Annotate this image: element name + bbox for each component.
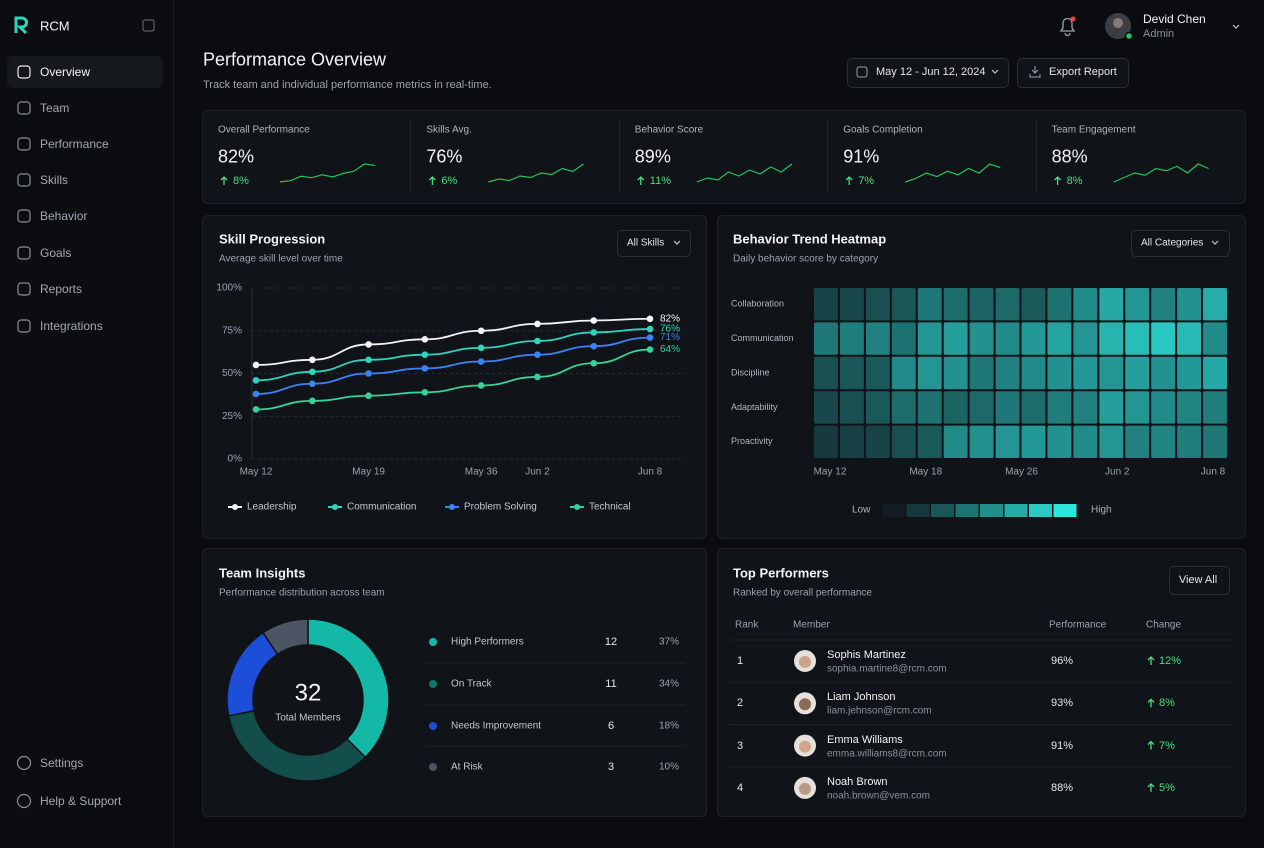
kpi-label: Skills Avg.	[426, 124, 472, 136]
segment-percent: 10%	[658, 761, 679, 773]
view-all-button[interactable]	[1169, 566, 1230, 595]
rank: 2	[737, 697, 744, 710]
avatar-head	[1113, 18, 1123, 28]
user-role: Admin	[1143, 28, 1175, 40]
kpi-label: Overall Performance	[218, 124, 310, 136]
segment-count: 12	[604, 636, 618, 648]
page-title: Performance Overview	[203, 49, 387, 70]
kpi-label: Behavior Score	[634, 124, 704, 136]
member-name: Sophis Martinez	[827, 649, 906, 661]
segment-name: At Risk	[451, 761, 483, 773]
kpi-label: Goals Completion	[843, 124, 923, 136]
rank: 3	[737, 739, 744, 752]
column-header: Member	[793, 619, 830, 631]
member-name: Noah Brown	[827, 775, 888, 788]
member-email: emma.williams8@rcm.com	[827, 748, 947, 760]
segment-name: On Track	[451, 678, 492, 690]
kpi-value: 76%	[426, 146, 463, 167]
kpi-value: 88%	[1051, 146, 1088, 167]
kpi-change: 8%	[233, 175, 249, 187]
kpi-value: 91%	[843, 146, 880, 167]
member-email: sophia.martine8@rcm.com	[827, 663, 947, 675]
view-all-label[interactable]: View All	[1178, 574, 1218, 586]
nav-item[interactable]: Settings	[40, 756, 84, 770]
performance: 93%	[1051, 697, 1074, 710]
nav-active-bg	[7, 56, 163, 88]
rank: 1	[737, 655, 744, 667]
kpi-value: 89%	[634, 146, 671, 167]
page-subtitle: Track team and individual performance me…	[203, 79, 492, 91]
change: 12%	[1159, 655, 1182, 667]
brand-name: RCM	[40, 18, 70, 34]
filter-label[interactable]: All Categories	[1141, 237, 1204, 249]
kpi-change: 6%	[441, 175, 458, 187]
member-email: liam.jehnson@rcm.com	[827, 705, 932, 717]
nav-item[interactable]: Help & Support	[40, 794, 122, 808]
kpi-divider	[618, 120, 620, 192]
kpi-divider	[827, 120, 829, 192]
member-email: noah.brown@vem.com	[827, 790, 930, 802]
segment-name: Needs Improvement	[451, 720, 542, 732]
kpi-strip	[202, 110, 1246, 204]
nav-item[interactable]: Behavior	[40, 209, 88, 223]
nav-item[interactable]: Team	[40, 101, 70, 115]
rank: 4	[737, 781, 744, 794]
column-header: Performance	[1049, 619, 1107, 631]
member-name: Liam Johnson	[827, 691, 896, 704]
sidebar	[0, 0, 174, 848]
panel-title: Team Insights	[219, 565, 306, 581]
segment-count: 11	[605, 678, 617, 690]
kpi-divider	[1035, 120, 1037, 192]
kpi-change: 8%	[1066, 175, 1083, 187]
user-name: Devid Chen	[1143, 12, 1206, 26]
segment-percent: 37%	[658, 636, 679, 648]
nav-item[interactable]: Reports	[40, 282, 83, 296]
change: 8%	[1159, 697, 1175, 710]
segment-count: 6	[607, 720, 615, 732]
panel-subtitle: Ranked by overall performance	[733, 587, 872, 599]
chevron-icon	[1232, 24, 1240, 29]
kpi-change: 11%	[649, 175, 671, 187]
segment-count: 3	[607, 761, 615, 773]
date-range[interactable]: May 12 - Jun 12, 2024	[876, 66, 986, 78]
performance: 91%	[1051, 739, 1074, 752]
segment-percent: 34%	[658, 678, 679, 690]
kpi-label: Team Engagement	[1051, 124, 1136, 136]
notification-dot	[1070, 16, 1076, 22]
kpi-change: 7%	[858, 175, 875, 187]
status-dot	[1124, 31, 1134, 41]
nav-item[interactable]: Goals	[40, 246, 72, 260]
segment-percent: 18%	[658, 720, 679, 732]
panel-subtitle: Average skill level over time	[219, 253, 343, 265]
nav-item[interactable]: Overview	[40, 65, 91, 79]
panel-subtitle: Daily behavior score by category	[733, 253, 879, 265]
panel-title: Behavior Trend Heatmap	[733, 231, 887, 247]
member-name: Emma Williams	[827, 733, 903, 746]
performance: 96%	[1051, 655, 1074, 667]
panel-subtitle: Performance distribution across team	[219, 587, 385, 599]
panel-title: Skill Progression	[219, 231, 326, 247]
avatar	[1105, 13, 1131, 39]
change: 5%	[1159, 781, 1175, 794]
panel-title: Top Performers	[733, 565, 829, 581]
filter-label[interactable]: All Skills	[627, 237, 665, 249]
kpi-divider	[410, 120, 412, 192]
nav-item[interactable]: Performance	[40, 137, 109, 151]
export-label[interactable]: Export Report	[1049, 66, 1117, 78]
kpi-value: 82%	[218, 146, 255, 167]
segment-name: High Performers	[451, 636, 524, 648]
performance: 88%	[1051, 781, 1074, 794]
bell-icon	[1059, 17, 1076, 37]
column-header: Rank	[735, 619, 759, 631]
date-range-button[interactable]	[847, 58, 1009, 88]
nav-item[interactable]: Skills	[40, 173, 69, 187]
nav-item[interactable]: Integrations	[40, 319, 103, 333]
column-header: Change	[1146, 619, 1182, 631]
change: 7%	[1159, 739, 1175, 752]
